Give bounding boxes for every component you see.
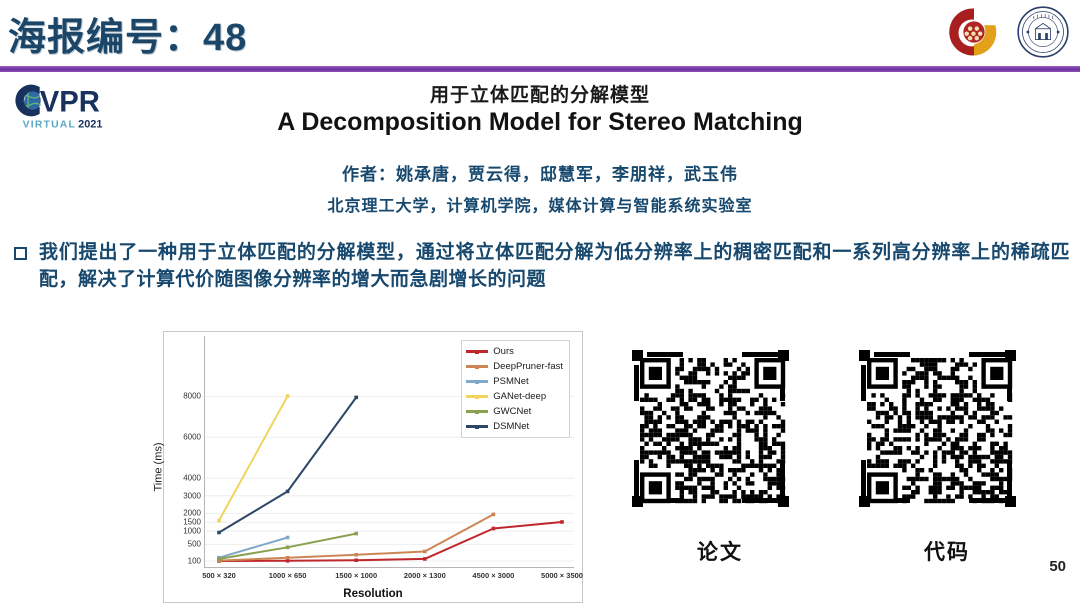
poster-number: 海报编号：48: [8, 17, 248, 59]
legend-label: Ours: [493, 346, 514, 357]
legend-item: DSMNet: [466, 419, 563, 434]
chart-x-tick: 1000 × 650: [268, 571, 307, 580]
page-title-chinese: 用于立体匹配的分解模型: [429, 85, 650, 106]
legend-label: DSMNet: [493, 421, 530, 432]
legend-label: GWCNet: [493, 406, 532, 417]
chart-x-tick: 2000 × 1300: [403, 571, 446, 580]
chart-y-tick: 2000: [183, 508, 201, 518]
cvpr-logo: VPR VIRTUAL 2021: [15, 84, 103, 130]
legend-item: Ours: [466, 344, 563, 359]
chart-y-tick: 500: [187, 539, 201, 549]
square-bullet-icon: [14, 247, 27, 260]
chart-plot-area: 100 500 1000 1500 2000 3000 4000 6000 8000 500 ×…: [183, 336, 583, 580]
cvpr-virtual-label: VIRTUAL: [23, 119, 76, 130]
legend-swatch: [466, 424, 489, 428]
cvpr-year-label: 2021: [78, 118, 102, 130]
legend-swatch: [466, 409, 489, 413]
legend-swatch: [466, 349, 489, 353]
abstract-text: 我们提出了一种用于立体匹配的分解模型，通过将立体匹配分解为低分辨率上的稠密匹配和…: [39, 242, 1070, 290]
chart-x-tick: 4500 × 3000: [472, 571, 515, 580]
chart-legend: Ours DeepPruner-fast PSMNet GANet-deep GWCNe…: [461, 340, 570, 438]
qr-block-code[interactable]: 代码: [855, 346, 1039, 566]
chart-y-tick: 6000: [183, 432, 201, 442]
legend-item: GANet-deep: [466, 389, 563, 404]
legend-label: DeepPruner-fast: [493, 361, 563, 372]
header-logos: [946, 4, 1070, 60]
legend-item: DeepPruner-fast: [466, 359, 563, 374]
legend-item: PSMNet: [466, 374, 563, 389]
legend-label: PSMNet: [493, 376, 529, 387]
affiliation-line: 北京理工大学，计算机学院，媒体计算与智能系统实验室: [327, 198, 753, 215]
page-number: 50: [1049, 558, 1066, 575]
bit-emblem-logo: [949, 8, 997, 56]
chart-y-tick: 1500: [183, 517, 201, 527]
legend-swatch: [466, 394, 489, 398]
header-divider: [0, 66, 1080, 72]
page-title-english: A Decomposition Model for Stereo Matchin…: [277, 108, 803, 136]
svg-text:VPR: VPR: [40, 86, 100, 118]
chart-y-tick: 1000: [183, 526, 201, 536]
chart-y-tick: 8000: [183, 391, 201, 401]
legend-swatch: [466, 379, 489, 383]
chart-y-axis-label: Time (ms): [152, 442, 165, 492]
qr-caption-code: 代码: [924, 541, 970, 564]
legend-label: GANet-deep: [493, 391, 547, 402]
qr-code-icon[interactable]: [855, 346, 1039, 530]
chart-y-tick: 100: [187, 556, 201, 566]
chart-y-tick: 3000: [183, 491, 201, 501]
qr-code-icon[interactable]: [628, 346, 812, 530]
timing-chart: Time (ms) 100 500 1000 1500 2000 3000 4000 6000…: [153, 331, 583, 603]
legend-item: GWCNet: [466, 404, 563, 419]
qr-block-paper[interactable]: 论文: [628, 346, 812, 566]
chart-x-tick: 5000 × 3500: [541, 571, 583, 580]
chart-x-axis-label: Resolution: [343, 588, 403, 600]
legend-swatch: [466, 364, 489, 368]
chart-y-tick: 4000: [183, 473, 201, 483]
abstract-bullet: 我们提出了一种用于立体匹配的分解模型，通过将立体匹配分解为低分辨率上的稠密匹配和…: [14, 240, 1070, 294]
authors-line: 作者：姚承唐，贾云得，邸慧军，李朋祥，武玉伟: [342, 165, 738, 184]
qr-caption-paper: 论文: [697, 541, 743, 564]
university-seal-logo: [1017, 6, 1069, 58]
chart-x-tick: 500 × 320: [202, 571, 236, 580]
chart-x-tick: 1500 × 1000: [335, 571, 378, 580]
